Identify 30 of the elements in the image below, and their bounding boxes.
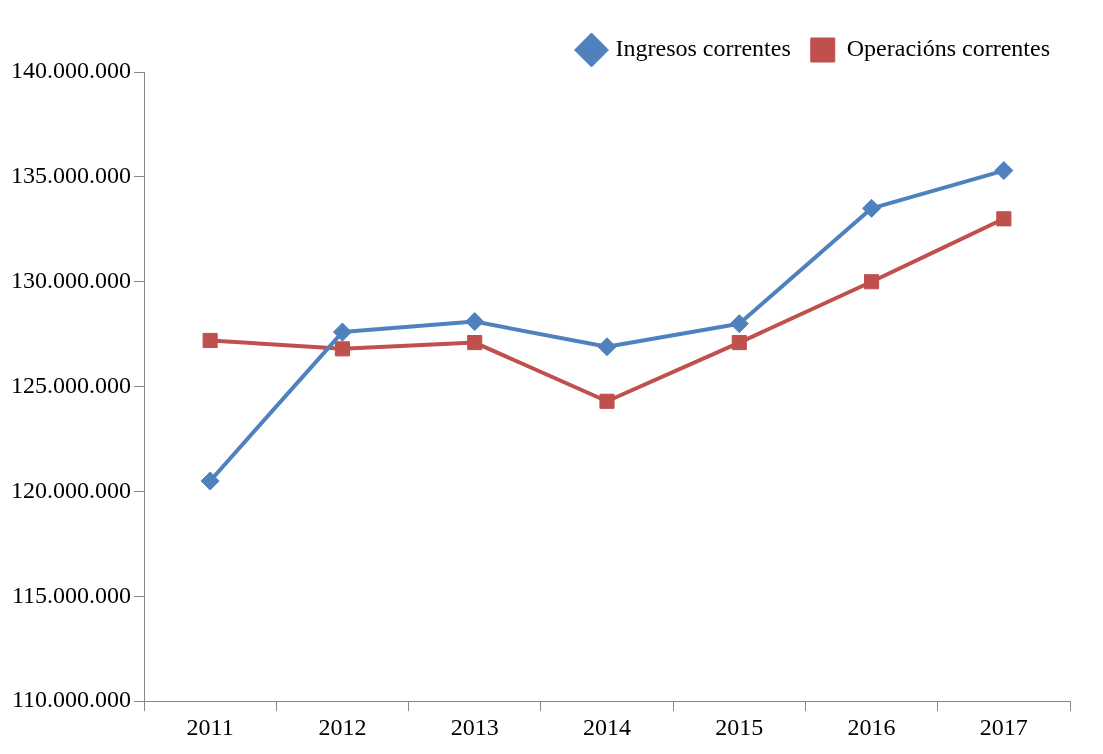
point <box>994 161 1014 181</box>
y-tick-label: 130.000.000 <box>11 267 131 294</box>
point <box>729 314 749 334</box>
y-tick-label: 115.000.000 <box>11 581 131 608</box>
point <box>862 198 882 218</box>
x-tick-label: 2011 <box>186 713 234 740</box>
point <box>467 334 483 351</box>
x-tick-label: 2012 <box>318 713 367 740</box>
x-tick-label: 2016 <box>847 713 896 740</box>
point <box>731 334 747 351</box>
y-tick-label: 140.000.000 <box>11 57 131 84</box>
point <box>200 471 220 491</box>
point <box>597 337 617 357</box>
x-tick-label: 2015 <box>715 713 764 740</box>
x-tick-label: 2014 <box>583 713 631 740</box>
point <box>332 322 352 342</box>
x-tick-label: 2013 <box>450 713 499 740</box>
point <box>202 332 218 349</box>
legend-label: Operacións correntes <box>846 35 1051 62</box>
point <box>465 312 485 332</box>
y-tick-label: 135.000.000 <box>11 162 131 189</box>
point <box>864 274 880 290</box>
point <box>334 341 350 357</box>
x-tick-label: 2017 <box>979 713 1028 740</box>
y-tick-label: 110.000.000 <box>11 686 131 713</box>
point <box>599 393 615 409</box>
y-tick-label: 125.000.000 <box>11 371 131 398</box>
legend-label: Ingresos correntes <box>615 35 791 62</box>
point <box>996 211 1012 227</box>
y-tick-label: 120.000.000 <box>11 476 131 503</box>
